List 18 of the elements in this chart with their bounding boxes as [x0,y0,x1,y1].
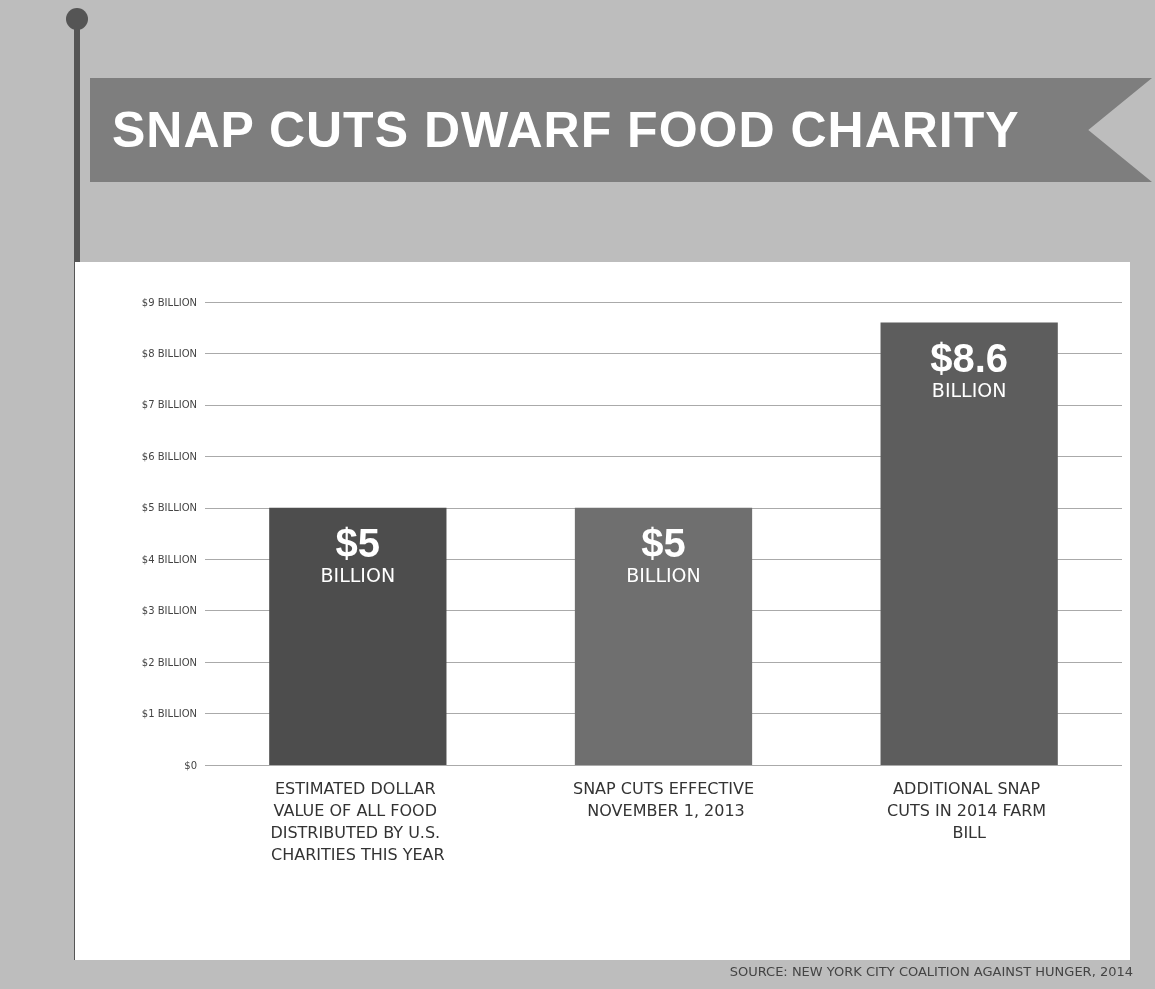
y-tick-label: $5 BILLION [141,502,197,514]
data-label: $8.6 BILLION [930,335,1009,401]
y-tick-label: $2 BILLION [141,656,197,668]
y-tick-label: $0 [184,759,197,771]
y-tick-label: $8 BILLION [141,347,197,359]
chart-title: SNAP CUTS DWARF FOOD CHARITY [112,101,1020,159]
y-tick-label: $3 BILLION [141,605,197,617]
y-tick-label: $9 BILLION [141,296,197,308]
y-tick-label: $4 BILLION [141,553,197,565]
y-tick-label: $6 BILLION [141,450,197,462]
data-label: $5 BILLION [320,520,396,586]
source-note: SOURCE: NEW YORK CITY COALITION AGAINST HUNGER, 2014 [729,964,1133,979]
x-tick-label: ADDITIONAL SNAP CUTS IN 2014 FARM BILL [887,778,1052,842]
x-tick-label: SNAP CUTS EFFECTIVE NOVEMBER 1, 2013 [572,778,755,820]
y-tick-label: $1 BILLION [141,708,197,720]
x-tick-label: ESTIMATED DOLLAR VALUE OF ALL FOOD DISTRIBUTED BY U.S. CHARITIES THIS YEAR [270,778,446,864]
y-tick-label: $7 BILLION [141,399,197,411]
data-label: $5 BILLION [626,520,701,586]
